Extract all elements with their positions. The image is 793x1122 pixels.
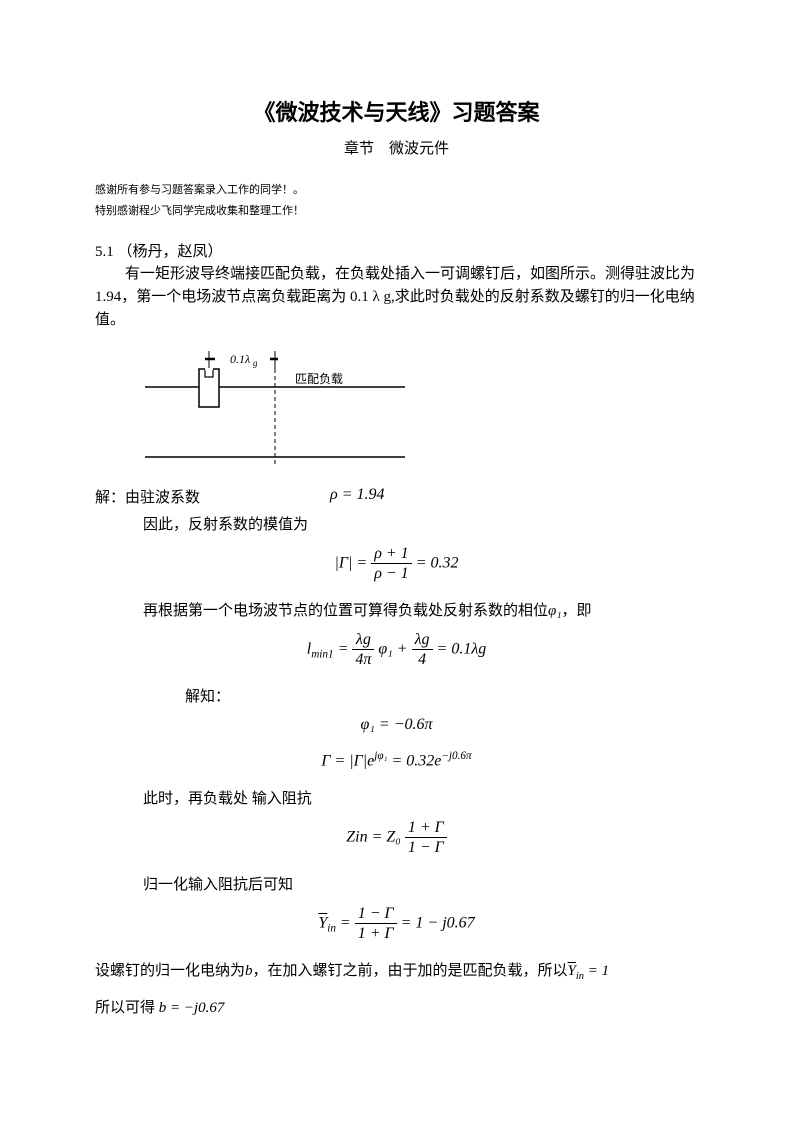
f2-d2: 4 (412, 650, 433, 669)
sol-l7: 设螺钉的归一化电纳为b，在加入螺钉之前，由于加的是匹配负载，所以Yin = 1 (95, 959, 698, 982)
subtitle-right: 微波元件 (389, 141, 449, 157)
formula-6: Yin = 1 − Γ1 + Γ = 1 − j0.67 (95, 904, 698, 943)
f4-b: = 0.32e (387, 753, 441, 770)
f2-n2: λg (412, 630, 433, 650)
dim-label: 0.1λ (230, 352, 250, 366)
page-title: 《微波技术与天线》习题答案 (95, 95, 698, 127)
f2-mid: φ₁ + (378, 640, 407, 657)
f1-lhs: |Γ| = (335, 554, 368, 571)
f2-sub: min1 (311, 648, 333, 660)
f6-lhs: Y (318, 914, 327, 931)
problem-number: 5.1 （杨丹，赵凤） (95, 240, 698, 261)
load-label: 匹配负载 (295, 372, 343, 386)
subtitle-left: 章节 (344, 141, 374, 157)
f1-den: ρ − 1 (371, 564, 411, 583)
f2-d1: 4π (352, 650, 374, 669)
sol-l5: 此时，再负载处 输入阻抗 (143, 787, 698, 808)
formula-3: φ₁ = −0.6π (95, 716, 698, 734)
thanks-line-2: 特别感谢程少飞同学完成收集和整理工作！ (95, 201, 698, 222)
page-subtitle: 章节 微波元件 (95, 137, 698, 158)
sol-l3a: 再根据第一个电场波节点的位置可算得负载处反射系数的相位 (143, 603, 548, 619)
l7c: ，在加入螺钉之前，由于加的是匹配负载，所以 (253, 963, 568, 979)
sol-l4: 解知： (185, 685, 698, 706)
sol-l1-math: ρ = 1.94 (330, 486, 384, 507)
sol-l2: 因此，反射系数的模值为 (143, 513, 698, 534)
solution-line-1: 解：由驻波系数 ρ = 1.94 (95, 486, 698, 507)
formula-1: |Γ| = ρ + 1ρ − 1 = 0.32 (95, 544, 698, 583)
f2-eq2: = 0.1λg (437, 640, 487, 657)
svg-text:g: g (253, 358, 258, 368)
f4-a: Γ = |Γ|e (321, 753, 374, 770)
l7b: b (245, 963, 253, 979)
sol-l3b: ，即 (562, 603, 592, 619)
f2-eq1: = (334, 640, 349, 657)
f4-e2: −j0.6π (441, 750, 471, 762)
l7a: 设螺钉的归一化电纳为 (95, 963, 245, 979)
f5-lhs: Zin = Z₀ (346, 828, 401, 845)
f4-e1: jφ₁ (374, 750, 387, 762)
sol-l6: 归一化输入阻抗后可知 (143, 873, 698, 894)
l8a: 所以可得 (95, 1000, 155, 1016)
f5-num: 1 + Γ (405, 818, 447, 838)
f6-num: 1 − Γ (355, 904, 397, 924)
phi-sym: φ₁ (548, 603, 562, 619)
f6-eq: = 1 − j0.67 (401, 914, 475, 931)
sol-l1-text: 解：由驻波系数 (95, 486, 200, 507)
thanks-line-1: 感谢所有参与习题答案录入工作的同学！。 (95, 180, 698, 201)
formula-5: Zin = Z₀ 1 + Γ1 − Γ (95, 818, 698, 857)
formula-4: Γ = |Γ|ejφ₁ = 0.32e−j0.6π (95, 750, 698, 770)
formula-2: lmin1 = λg4π φ₁ + λg4 = 0.1λg (95, 630, 698, 669)
l8b: b = −j0.67 (159, 1000, 225, 1016)
sol-l3: 再根据第一个电场波节点的位置可算得负载处反射系数的相位φ₁，即 (143, 599, 698, 620)
f2-n1: λg (352, 630, 374, 650)
thanks-block: 感谢所有参与习题答案录入工作的同学！。 特别感谢程少飞同学完成收集和整理工作！ (95, 180, 698, 222)
f5-den: 1 − Γ (405, 838, 447, 857)
sol-l8: 所以可得 b = −j0.67 (95, 996, 698, 1017)
waveguide-diagram: 0.1λ g 匹配负载 (145, 347, 698, 472)
f6-den: 1 + Γ (355, 924, 397, 943)
problem-body: 有一矩形波导终端接匹配负载，在负载处插入一可调螺钉后，如图所示。测得驻波比为 1… (95, 263, 698, 333)
f1-eq: = 0.32 (416, 554, 459, 571)
f1-num: ρ + 1 (371, 544, 411, 564)
